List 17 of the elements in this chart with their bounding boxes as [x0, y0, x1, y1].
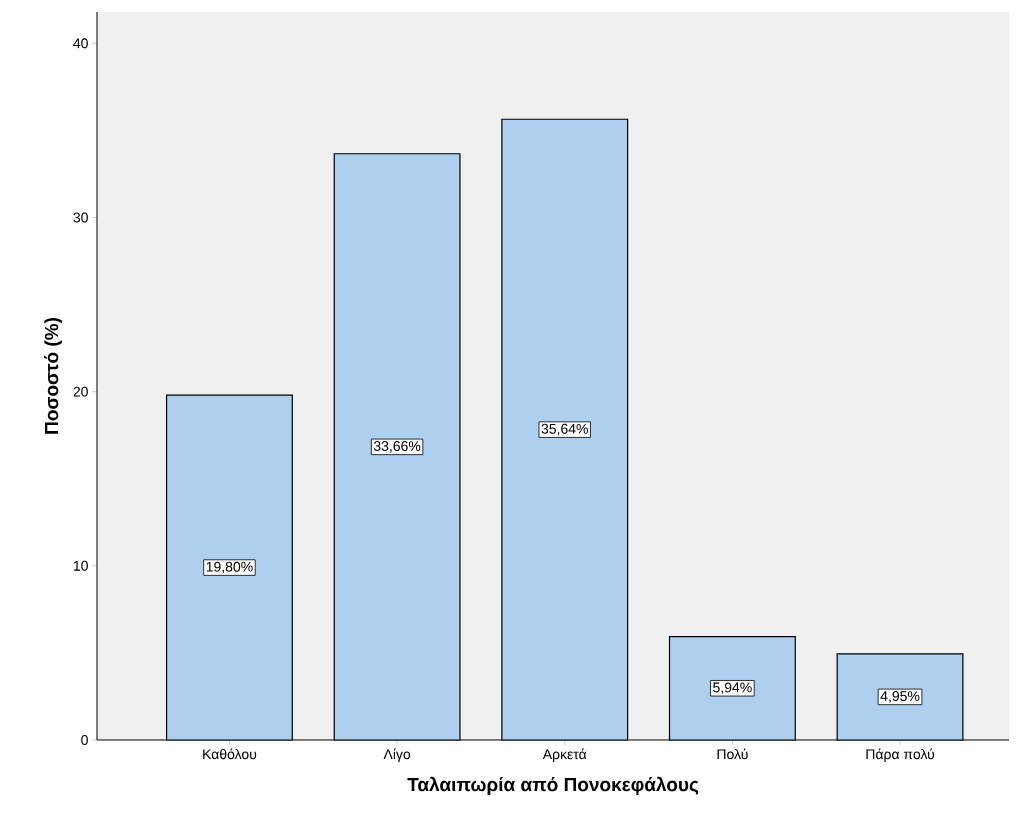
data-label: 33,66% [373, 441, 421, 453]
data-label: 35,64% [541, 423, 588, 436]
x-axis-title: Ταλαιπωρία από Πονοκεφάλους [407, 776, 699, 796]
y-tick-label: 40 [73, 38, 88, 49]
x-tick-label: Καθόλου [203, 748, 257, 760]
x-tick-label: Πάρα πολύ [866, 748, 935, 762]
y-axis-title: Ποσοστό (%) [44, 318, 63, 434]
data-label: 19,80% [206, 561, 253, 574]
y-tick-label: 10 [73, 560, 88, 571]
x-tick-label: Λίγο [383, 748, 411, 762]
y-tick-label: 30 [73, 212, 88, 223]
y-tick-label: 0 [81, 735, 88, 745]
data-label: 4,95% [880, 691, 920, 703]
data-label: 5,94% [713, 682, 752, 695]
x-tick-label: Πολύ [717, 748, 748, 760]
y-tick-label: 20 [73, 386, 88, 397]
x-tick-label: Αρκετά [542, 748, 587, 762]
